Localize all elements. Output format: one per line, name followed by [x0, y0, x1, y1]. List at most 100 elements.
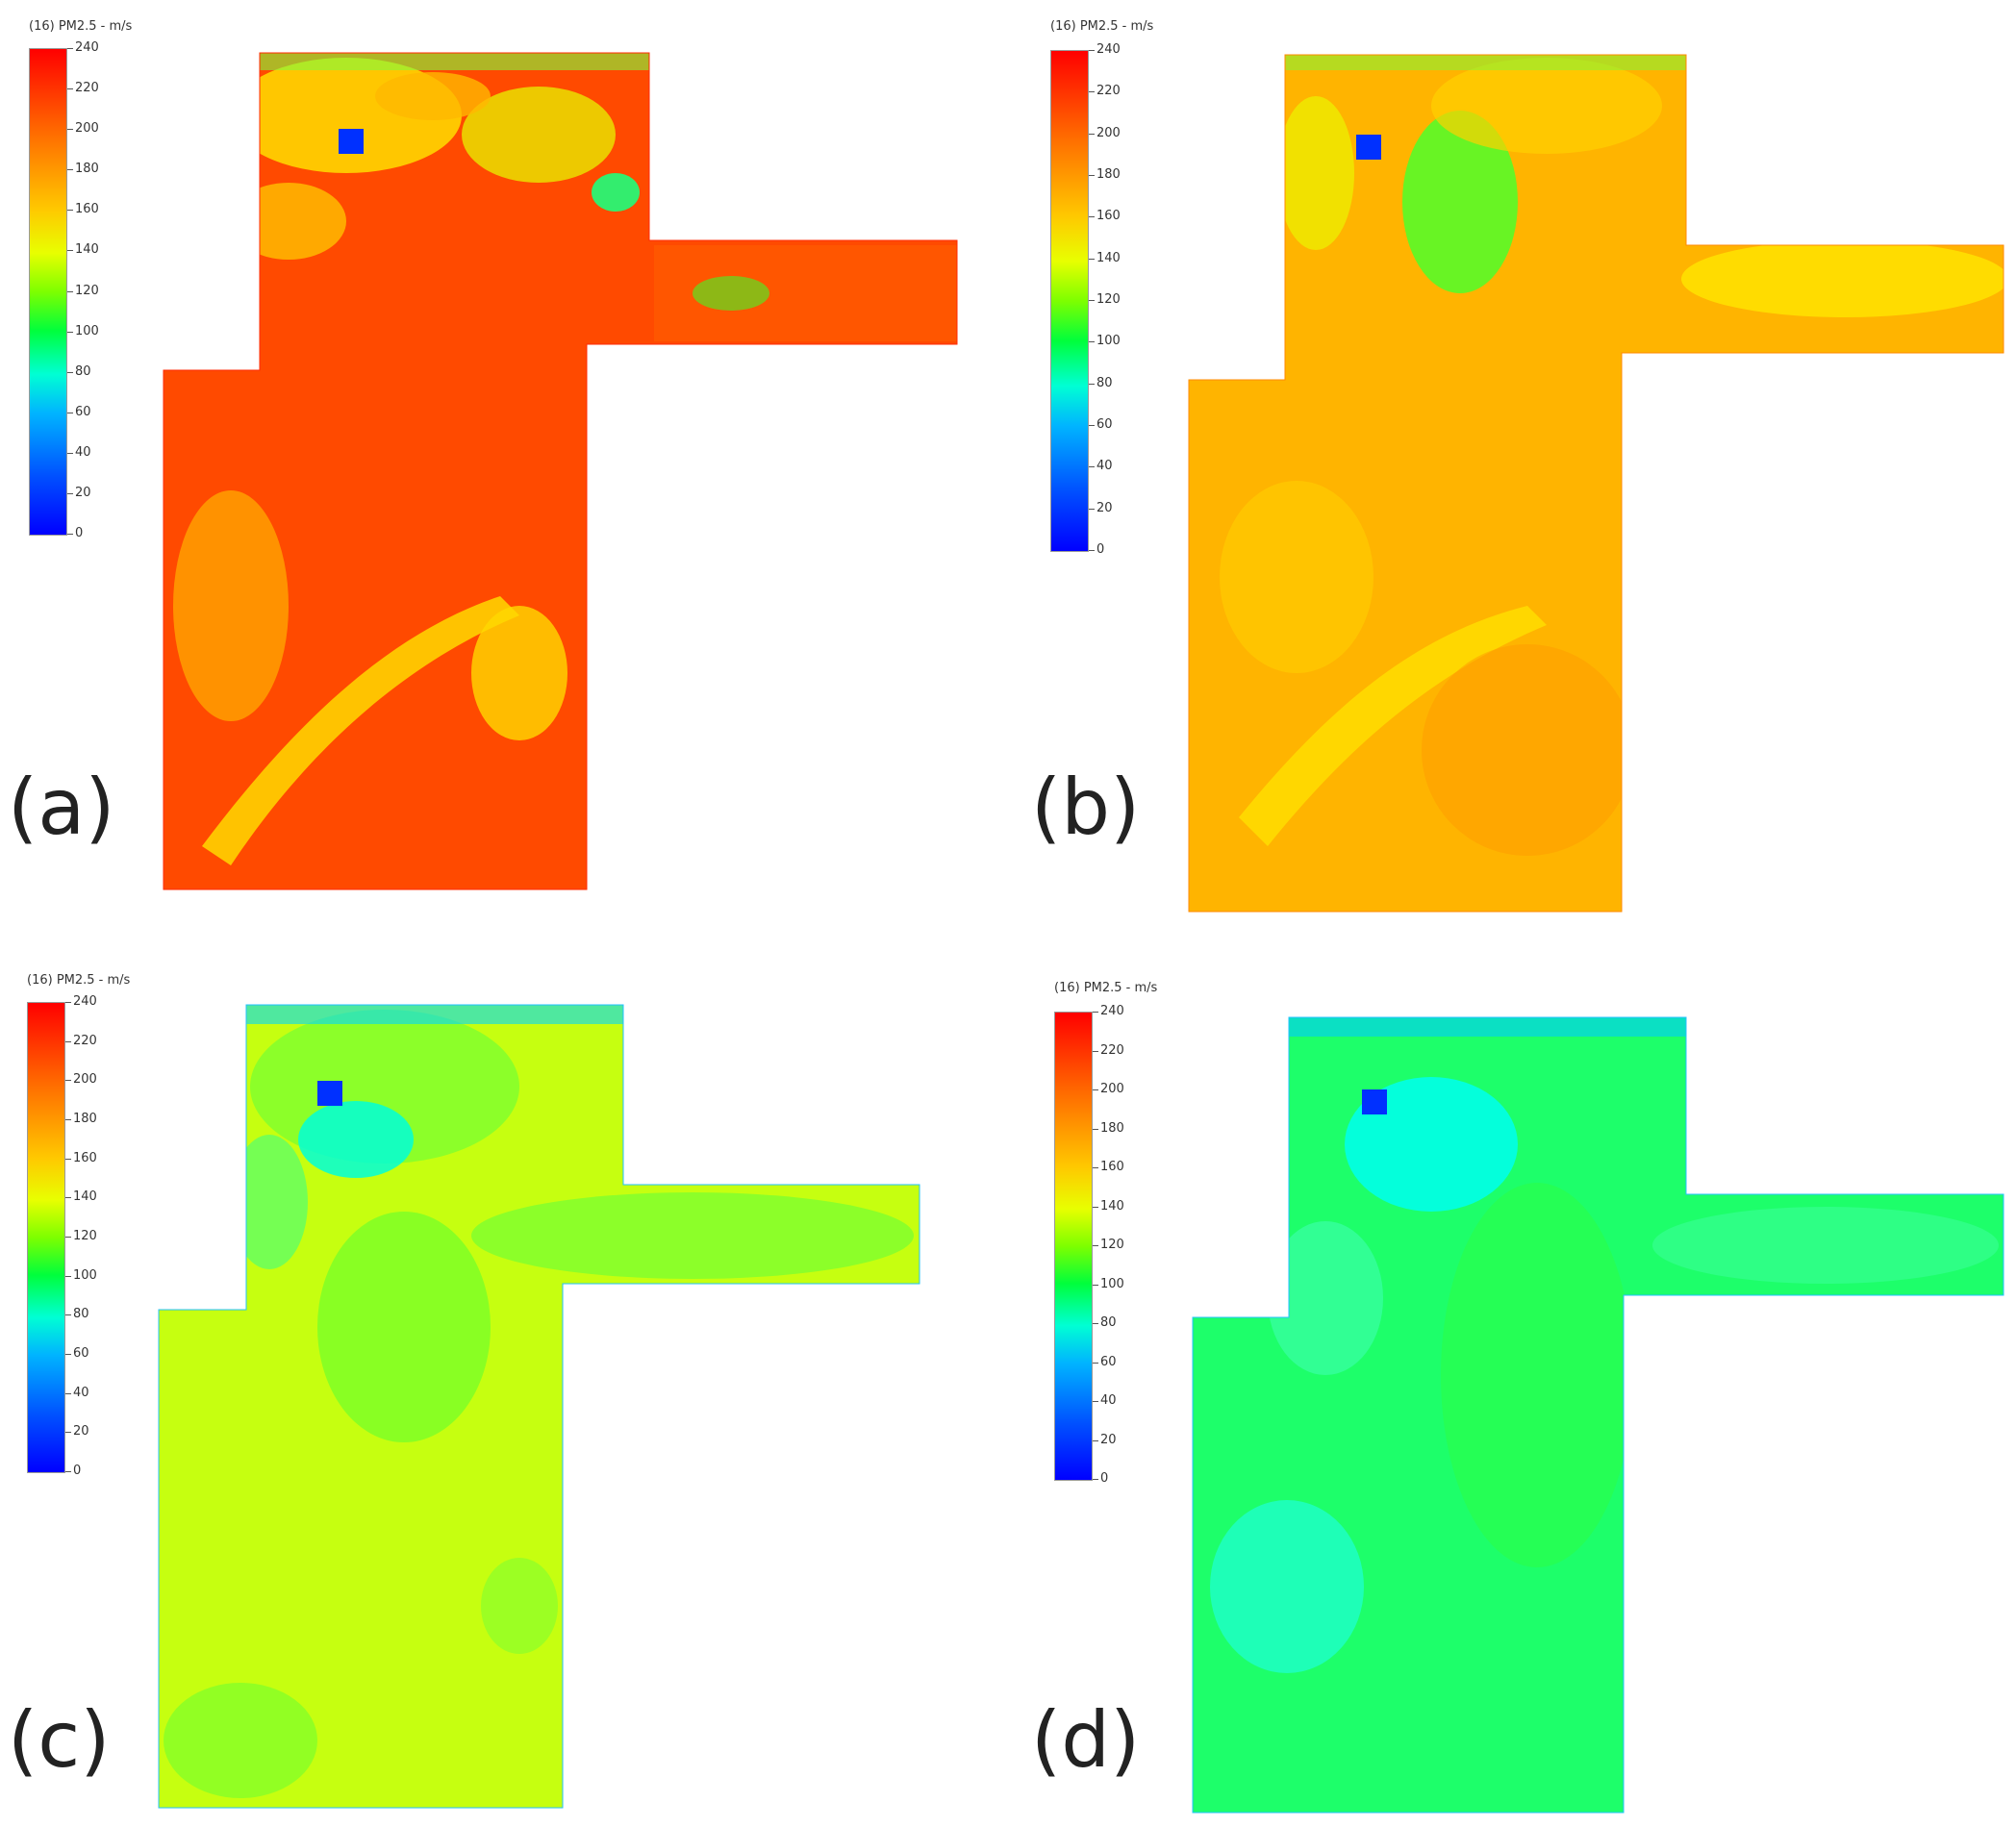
- colorbar-tick-label: 240: [75, 40, 99, 55]
- colorbar-title: (16) PM2.5 - m/s: [27, 973, 131, 988]
- colorbar-tick-mark: [1089, 258, 1095, 260]
- colorbar-tick-mark: [1089, 508, 1095, 510]
- colorbar-tick-mark: [1089, 133, 1095, 135]
- colorbar: [27, 1002, 65, 1473]
- colorbar-tick-mark: [1093, 1284, 1098, 1286]
- colorbar-title: (16) PM2.5 - m/s: [1050, 19, 1154, 34]
- colorbar-tick-label: 120: [73, 1229, 97, 1243]
- colorbar-tick-label: 20: [1100, 1432, 1117, 1447]
- colorbar-tick-mark: [65, 1354, 71, 1355]
- colorbar-tick-mark: [65, 1040, 71, 1042]
- colorbar-tick-label: 20: [73, 1424, 89, 1439]
- colorbar-tick-mark: [67, 210, 73, 212]
- colorbar-tick-label: 140: [75, 242, 99, 258]
- colorbar-tick-label: 220: [1100, 1042, 1124, 1058]
- colorbar-tick-label: 100: [1100, 1276, 1124, 1291]
- colorbar-tick-label: 60: [1096, 417, 1113, 432]
- panel-label: (c): [8, 1695, 111, 1785]
- panel-a: (16) PM2.5 - m/s (a) 240 220 200 180 160 140 1…: [0, 0, 1008, 914]
- colorbar-tick-label: 140: [1096, 250, 1121, 265]
- colorbar-tick-label: 20: [75, 485, 91, 500]
- colorbar: [1050, 50, 1089, 552]
- colorbar-tick-mark: [1089, 550, 1095, 551]
- colorbar-tick-mark: [1089, 383, 1095, 385]
- colorbar-tick-label: 160: [1100, 1160, 1124, 1174]
- colorbar-tick-mark: [67, 492, 73, 494]
- colorbar-tick-mark: [1089, 91, 1095, 93]
- colorbar-tick-label: 80: [75, 363, 91, 379]
- colorbar-tick-label: 160: [75, 202, 99, 217]
- colorbar-tick-label: 40: [73, 1385, 89, 1400]
- colorbar-tick-label: 60: [1100, 1354, 1117, 1369]
- panel-d: (16) PM2.5 - m/s (d) 240 220 200 180 160 140 1…: [1008, 914, 2016, 1827]
- colorbar-tick-mark: [1093, 1206, 1098, 1208]
- colorbar-tick-label: 240: [73, 994, 97, 1009]
- colorbar-tick-label: 60: [75, 404, 91, 419]
- colorbar-tick-mark: [1093, 1401, 1098, 1402]
- colorbar-tick-mark: [1093, 1012, 1098, 1013]
- colorbar-tick-mark: [65, 1002, 71, 1003]
- colorbar-tick-mark: [65, 1314, 71, 1316]
- colorbar-tick-label: 140: [73, 1189, 97, 1205]
- colorbar-tick-label: 240: [1100, 1004, 1124, 1018]
- colorbar-tick-mark: [1093, 1245, 1098, 1246]
- colorbar-tick-label: 180: [73, 1112, 97, 1126]
- colorbar-tick-mark: [67, 290, 73, 292]
- colorbar-tick-mark: [65, 1197, 71, 1199]
- panel-label: (a): [8, 763, 115, 852]
- colorbar-tick-mark: [65, 1432, 71, 1434]
- colorbar-tick-label: 120: [1096, 292, 1121, 307]
- colorbar-tick-mark: [1089, 425, 1095, 426]
- colorbar-tick-mark: [67, 169, 73, 171]
- colorbar-tick-label: 200: [73, 1072, 97, 1088]
- colorbar-tick-label: 180: [1100, 1120, 1124, 1136]
- colorbar-tick-label: 120: [1100, 1238, 1124, 1252]
- pm25-contour-field: [1188, 54, 2004, 913]
- colorbar-tick-mark: [65, 1119, 71, 1120]
- colorbar-tick-label: 100: [1096, 334, 1121, 349]
- colorbar-tick-mark: [1093, 1089, 1098, 1090]
- colorbar-tick-label: 20: [1096, 500, 1113, 515]
- colorbar-tick-mark: [1089, 50, 1095, 51]
- colorbar-tick-mark: [67, 452, 73, 454]
- colorbar-tick-label: 0: [75, 526, 84, 540]
- colorbar-tick-mark: [1093, 1128, 1098, 1130]
- colorbar-tick-label: 0: [1100, 1471, 1109, 1486]
- colorbar-tick-label: 80: [1100, 1315, 1117, 1330]
- colorbar-tick-mark: [1089, 466, 1095, 468]
- colorbar-tick-mark: [67, 88, 73, 90]
- colorbar-tick-label: 100: [73, 1267, 97, 1283]
- pm25-contour-field: [158, 1004, 920, 1809]
- colorbar-tick-mark: [1089, 175, 1095, 176]
- colorbar-tick-label: 40: [1096, 459, 1113, 474]
- colorbar-tick-mark: [1093, 1439, 1098, 1441]
- colorbar-tick-mark: [1093, 1323, 1098, 1324]
- colorbar-tick-mark: [65, 1275, 71, 1277]
- colorbar: [1054, 1012, 1093, 1481]
- colorbar-tick-mark: [67, 129, 73, 131]
- colorbar-tick-label: 220: [1096, 84, 1121, 99]
- colorbar-tick-label: 100: [75, 323, 99, 338]
- colorbar-tick-label: 0: [73, 1464, 82, 1478]
- colorbar-tick-label: 240: [1096, 42, 1121, 57]
- colorbar-tick-mark: [65, 1471, 71, 1472]
- colorbar-tick-label: 40: [75, 444, 91, 460]
- pm25-contour-field: [1192, 1016, 2004, 1814]
- colorbar-tick-label: 180: [75, 162, 99, 177]
- panel-b: (16) PM2.5 - m/s (b) 240 220 200 180 160 140 1…: [1008, 0, 2016, 914]
- colorbar-tick-mark: [65, 1392, 71, 1394]
- colorbar-tick-mark: [1093, 1479, 1098, 1480]
- pm25-contour-field: [163, 52, 958, 890]
- colorbar-tick-mark: [67, 534, 73, 535]
- colorbar-tick-label: 220: [75, 81, 99, 96]
- colorbar-tick-mark: [1093, 1362, 1098, 1364]
- colorbar-tick-label: 200: [1100, 1082, 1124, 1096]
- colorbar-tick-label: 0: [1096, 542, 1105, 557]
- colorbar-tick-label: 160: [1096, 209, 1121, 224]
- colorbar-tick-label: 60: [73, 1346, 89, 1361]
- colorbar: [29, 48, 67, 536]
- colorbar-tick-mark: [65, 1158, 71, 1160]
- panel-c: (16) PM2.5 - m/s (c) 240 220 200 180 160 140 1…: [0, 914, 1008, 1827]
- colorbar-tick-label: 140: [1100, 1198, 1124, 1214]
- colorbar-tick-label: 160: [73, 1150, 97, 1165]
